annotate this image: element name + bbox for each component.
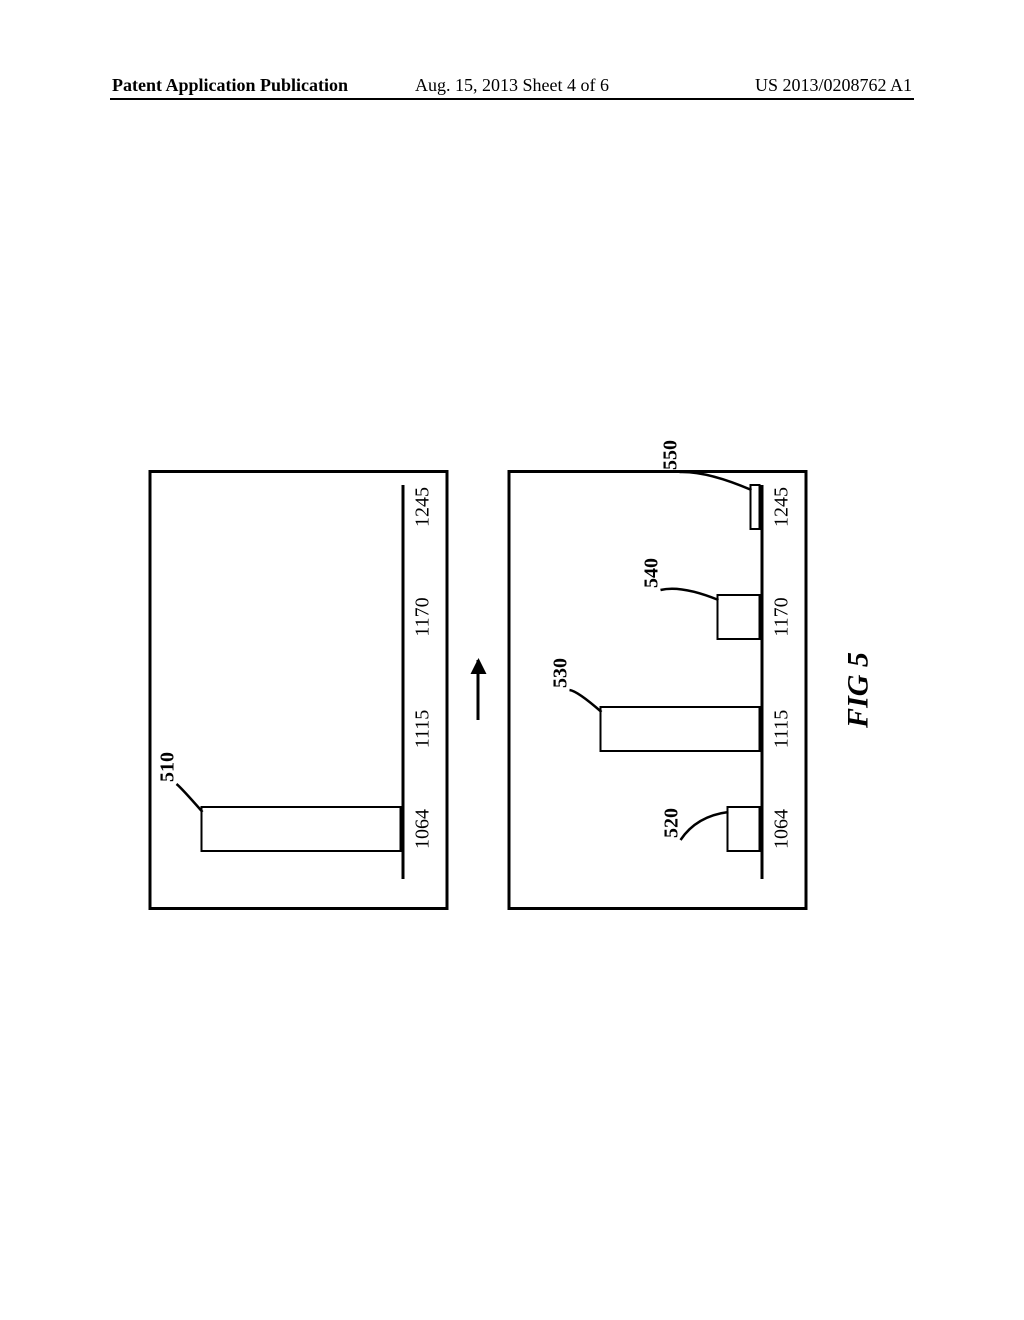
lead-line-icon: [673, 448, 775, 496]
x-tick-label: 1170: [771, 597, 794, 636]
figure-area: 1064 1115 1170 1245 510 1064 1115 1170 1245 520 5…: [110, 160, 914, 1220]
lead-line-icon: [655, 566, 743, 606]
reference-label: 550: [659, 440, 682, 470]
figure-rotated: 1064 1115 1170 1245 510 1064 1115 1170 1245 520 5…: [149, 470, 876, 910]
x-tick-label: 1064: [771, 809, 794, 849]
x-axis: [402, 485, 405, 879]
reference-label: 510: [156, 752, 179, 782]
header-rule: [110, 98, 914, 100]
x-tick-label: 1170: [412, 597, 435, 636]
bar: [200, 806, 401, 852]
x-tick-label: 1115: [771, 710, 794, 749]
figure-caption: FIG 5: [842, 652, 876, 728]
panel-right: 1064111511701245520530540550: [508, 470, 808, 910]
transform-arrow-icon: [477, 660, 480, 720]
lead-line-icon: [674, 788, 752, 846]
reference-label: 520: [660, 808, 683, 838]
header-right: US 2013/0208762 A1: [755, 75, 912, 96]
panels-container: 1064 1115 1170 1245 510 1064 1115 1170 1245 520 5…: [149, 470, 876, 910]
x-tick-label: 1245: [412, 487, 435, 527]
lead-line-icon: [564, 666, 626, 718]
x-axis: [761, 485, 764, 879]
panel-left: 1064 1115 1170 1245 510: [149, 470, 449, 910]
reference-label: 540: [641, 558, 664, 588]
reference-label: 530: [550, 658, 573, 688]
x-tick-label: 1064: [412, 809, 435, 849]
x-tick-label: 1115: [412, 710, 435, 749]
page: Patent Application Publication Aug. 15, …: [0, 0, 1024, 1320]
